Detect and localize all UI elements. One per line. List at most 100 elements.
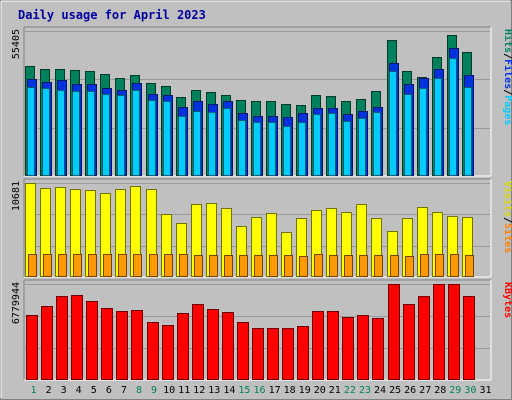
x-tick-label: 5 — [91, 385, 97, 396]
bar-pages — [389, 71, 397, 176]
bar-kbytes — [297, 326, 309, 380]
bar-pages — [404, 94, 412, 176]
bar-kbytes — [101, 308, 113, 380]
legend-entry: / — [502, 53, 512, 59]
x-tick-label: 10 — [163, 385, 175, 396]
x-tick-label: 23 — [359, 385, 371, 396]
y-axis-max-label: 55405 — [11, 29, 22, 59]
bar-pages — [449, 58, 457, 176]
legend: KBytes — [502, 282, 512, 318]
x-tick-label: 21 — [329, 385, 341, 396]
bar-pages — [193, 111, 201, 176]
series-kbytes — [26, 284, 475, 380]
bar-kbytes — [71, 295, 83, 380]
chart-title: Daily usage for April 2023 — [18, 8, 206, 22]
bar-pages — [117, 95, 125, 176]
bar-sites — [344, 255, 353, 277]
bar-pages — [163, 101, 171, 176]
bar-sites — [133, 254, 142, 277]
bar-pages — [434, 78, 442, 176]
bar-pages — [253, 122, 261, 176]
bar-kbytes — [41, 306, 53, 380]
x-tick-label: 8 — [136, 385, 142, 396]
bar-pages — [208, 112, 216, 176]
bar-kbytes — [116, 311, 128, 380]
bar-kbytes — [267, 328, 279, 380]
bar-sites — [149, 254, 158, 277]
bar-kbytes — [388, 284, 400, 380]
x-tick-label: 30 — [464, 385, 476, 396]
x-tick-label: 9 — [151, 385, 157, 396]
bar-sites — [374, 255, 383, 277]
x-axis-labels: 1 2 3 4 5 6 7 8 9 10 11 12 13 14 15 16 17 18 19 20 21 22 23 24 2… — [30, 385, 491, 396]
x-tick-label: 19 — [299, 385, 311, 396]
bar-pages — [313, 114, 321, 176]
bar-pages — [57, 90, 65, 176]
bar-kbytes — [147, 322, 159, 380]
bar-pages — [148, 100, 156, 176]
legend-entry: Hits — [502, 29, 512, 53]
legend-entry: KBytes — [502, 282, 512, 318]
x-tick-label: 7 — [121, 385, 127, 396]
bar-sites — [299, 256, 308, 277]
bar-kbytes — [162, 325, 174, 380]
legend-entry: / — [502, 89, 512, 95]
bar-kbytes — [177, 313, 189, 380]
bar-pages — [298, 122, 306, 176]
x-tick-label: 20 — [314, 385, 326, 396]
bar-sites — [88, 254, 97, 277]
legend-entry: Visits — [502, 181, 512, 217]
bar-sites — [390, 255, 399, 277]
x-tick-label: 3 — [61, 385, 67, 396]
x-tick-label: 22 — [344, 385, 356, 396]
legend-entry: Files — [502, 59, 512, 89]
x-tick-label: 16 — [253, 385, 265, 396]
x-tick-label: 6 — [106, 385, 112, 396]
series-sites — [28, 254, 474, 277]
x-tick-label: 2 — [46, 385, 52, 396]
y-axis-max-label: 10681 — [11, 181, 22, 211]
legend-entry: Sites — [502, 223, 512, 253]
bar-sites — [314, 254, 323, 277]
bar-sites — [103, 254, 112, 277]
x-tick-label: 14 — [223, 385, 235, 396]
bar-kbytes — [131, 310, 143, 380]
bar-sites — [284, 255, 293, 277]
series-visits — [25, 183, 473, 277]
bar-pages — [464, 87, 472, 176]
bar-kbytes — [418, 296, 430, 380]
x-tick-label: 18 — [284, 385, 296, 396]
bar-sites — [224, 255, 233, 277]
bar-sites — [43, 254, 52, 277]
x-tick-label: 29 — [449, 385, 461, 396]
bar-pages — [268, 122, 276, 176]
bar-kbytes — [86, 301, 98, 380]
bar-pages — [87, 91, 95, 176]
bar-kbytes — [222, 312, 234, 380]
x-tick-label: 15 — [238, 385, 250, 396]
bar-pages — [178, 116, 186, 176]
bar-kbytes — [357, 315, 369, 380]
bar-pages — [419, 88, 427, 176]
bar-kbytes — [327, 311, 339, 380]
bar-pages — [102, 94, 110, 176]
bar-sites — [209, 255, 218, 277]
x-tick-label: 25 — [389, 385, 401, 396]
x-tick-label: 17 — [269, 385, 281, 396]
legend: Visits/Sites — [502, 181, 512, 253]
bar-kbytes — [207, 309, 219, 380]
bar-sites — [179, 254, 188, 277]
y-axis-max-label: 6779944 — [11, 282, 22, 324]
bar-pages — [223, 108, 231, 176]
bar-sites — [164, 254, 173, 277]
x-tick-label: 27 — [419, 385, 431, 396]
legend-entry: / — [502, 217, 512, 223]
legend: Hits/Files/Pages — [502, 29, 512, 125]
bar-kbytes — [56, 296, 68, 380]
panel-hits-files-pages: 55405 Hits/Files/Pages — [11, 26, 512, 177]
x-tick-label: 28 — [434, 385, 446, 396]
x-tick-label: 12 — [193, 385, 205, 396]
bar-kbytes — [237, 322, 249, 380]
